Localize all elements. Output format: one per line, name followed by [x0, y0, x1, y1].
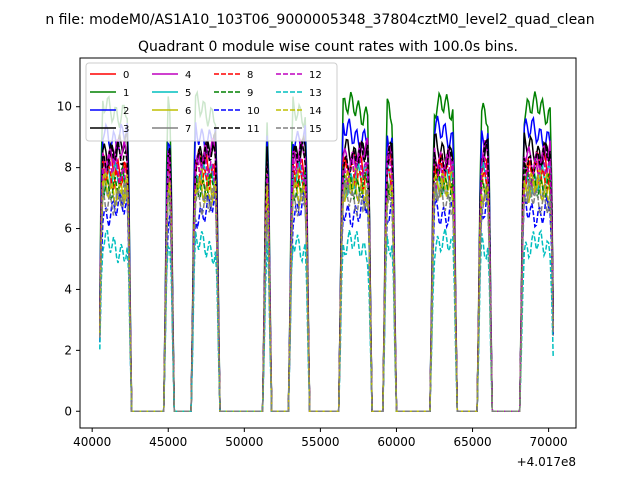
x-tick-label: 55000 [301, 435, 339, 449]
y-tick-label: 6 [64, 222, 72, 236]
legend-label-0: 0 [123, 70, 129, 81]
plot-frame [79, 57, 577, 429]
legend-label-11: 11 [247, 124, 260, 135]
legend-label-14: 14 [309, 106, 322, 117]
x-tick-label: 70000 [530, 435, 568, 449]
legend-label-1: 1 [123, 88, 129, 99]
series-line-15 [99, 179, 554, 413]
y-tick-label: 0 [64, 404, 72, 418]
legend-label-15: 15 [309, 124, 322, 135]
legend-label-13: 13 [309, 88, 322, 99]
legend-label-8: 8 [247, 70, 253, 81]
legend-label-5: 5 [185, 88, 191, 99]
x-tick-label: 45000 [149, 435, 187, 449]
plot-lines [99, 89, 554, 413]
x-tick-label: 60000 [377, 435, 415, 449]
y-tick-label: 8 [64, 161, 72, 175]
y-axis-ticks: 0 2 4 6 8 10 [57, 100, 80, 418]
y-tick-label: 10 [57, 100, 72, 114]
x-axis-ticks: 40000 45000 50000 55000 60000 65000 70000 [73, 428, 568, 449]
series-line-14 [99, 170, 554, 413]
series-line-13 [99, 228, 554, 413]
x-tick-label: 50000 [225, 435, 263, 449]
legend-label-12: 12 [309, 70, 322, 81]
x-tick-label: 65000 [453, 435, 491, 449]
x-offset-label: +4.017e8 [517, 455, 576, 469]
chart-suptitle: n file: modeM0/AS1A10_103T06_9000005348_… [45, 12, 594, 28]
y-tick-label: 2 [64, 343, 72, 357]
x-tick-label: 40000 [73, 435, 111, 449]
legend-label-6: 6 [185, 106, 191, 117]
legend-box [85, 62, 338, 142]
legend-label-3: 3 [123, 124, 129, 135]
y-tick-label: 4 [64, 282, 72, 296]
legend-label-4: 4 [185, 70, 191, 81]
legend-label-10: 10 [247, 106, 260, 117]
chart-title: Quadrant 0 module wise count rates with … [138, 39, 518, 55]
legend-label-9: 9 [247, 88, 253, 99]
legend-label-2: 2 [123, 106, 129, 117]
legend-label-7: 7 [185, 124, 191, 135]
